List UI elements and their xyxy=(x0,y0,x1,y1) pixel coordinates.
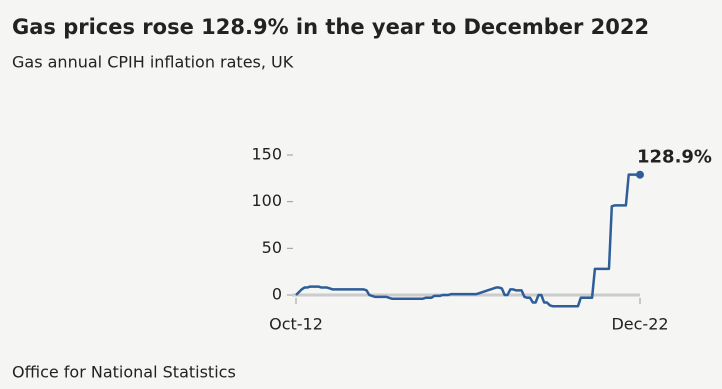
value-label: 128.9% xyxy=(637,147,712,168)
y-tick-label: 100 xyxy=(251,191,282,210)
x-tick-label: Oct-12 xyxy=(269,315,323,334)
y-tick-label: 150 xyxy=(251,145,282,164)
y-tick-label: 50 xyxy=(262,238,282,257)
chart-title: Gas prices rose 128.9% in the year to De… xyxy=(12,15,649,39)
x-tick-label: Dec-22 xyxy=(611,315,668,334)
chart-subtitle: Gas annual CPIH inflation rates, UK xyxy=(12,53,294,72)
source: Office for National Statistics xyxy=(12,363,236,382)
y-tick-label: 0 xyxy=(272,285,282,304)
line xyxy=(295,173,641,308)
end-point xyxy=(636,170,644,179)
